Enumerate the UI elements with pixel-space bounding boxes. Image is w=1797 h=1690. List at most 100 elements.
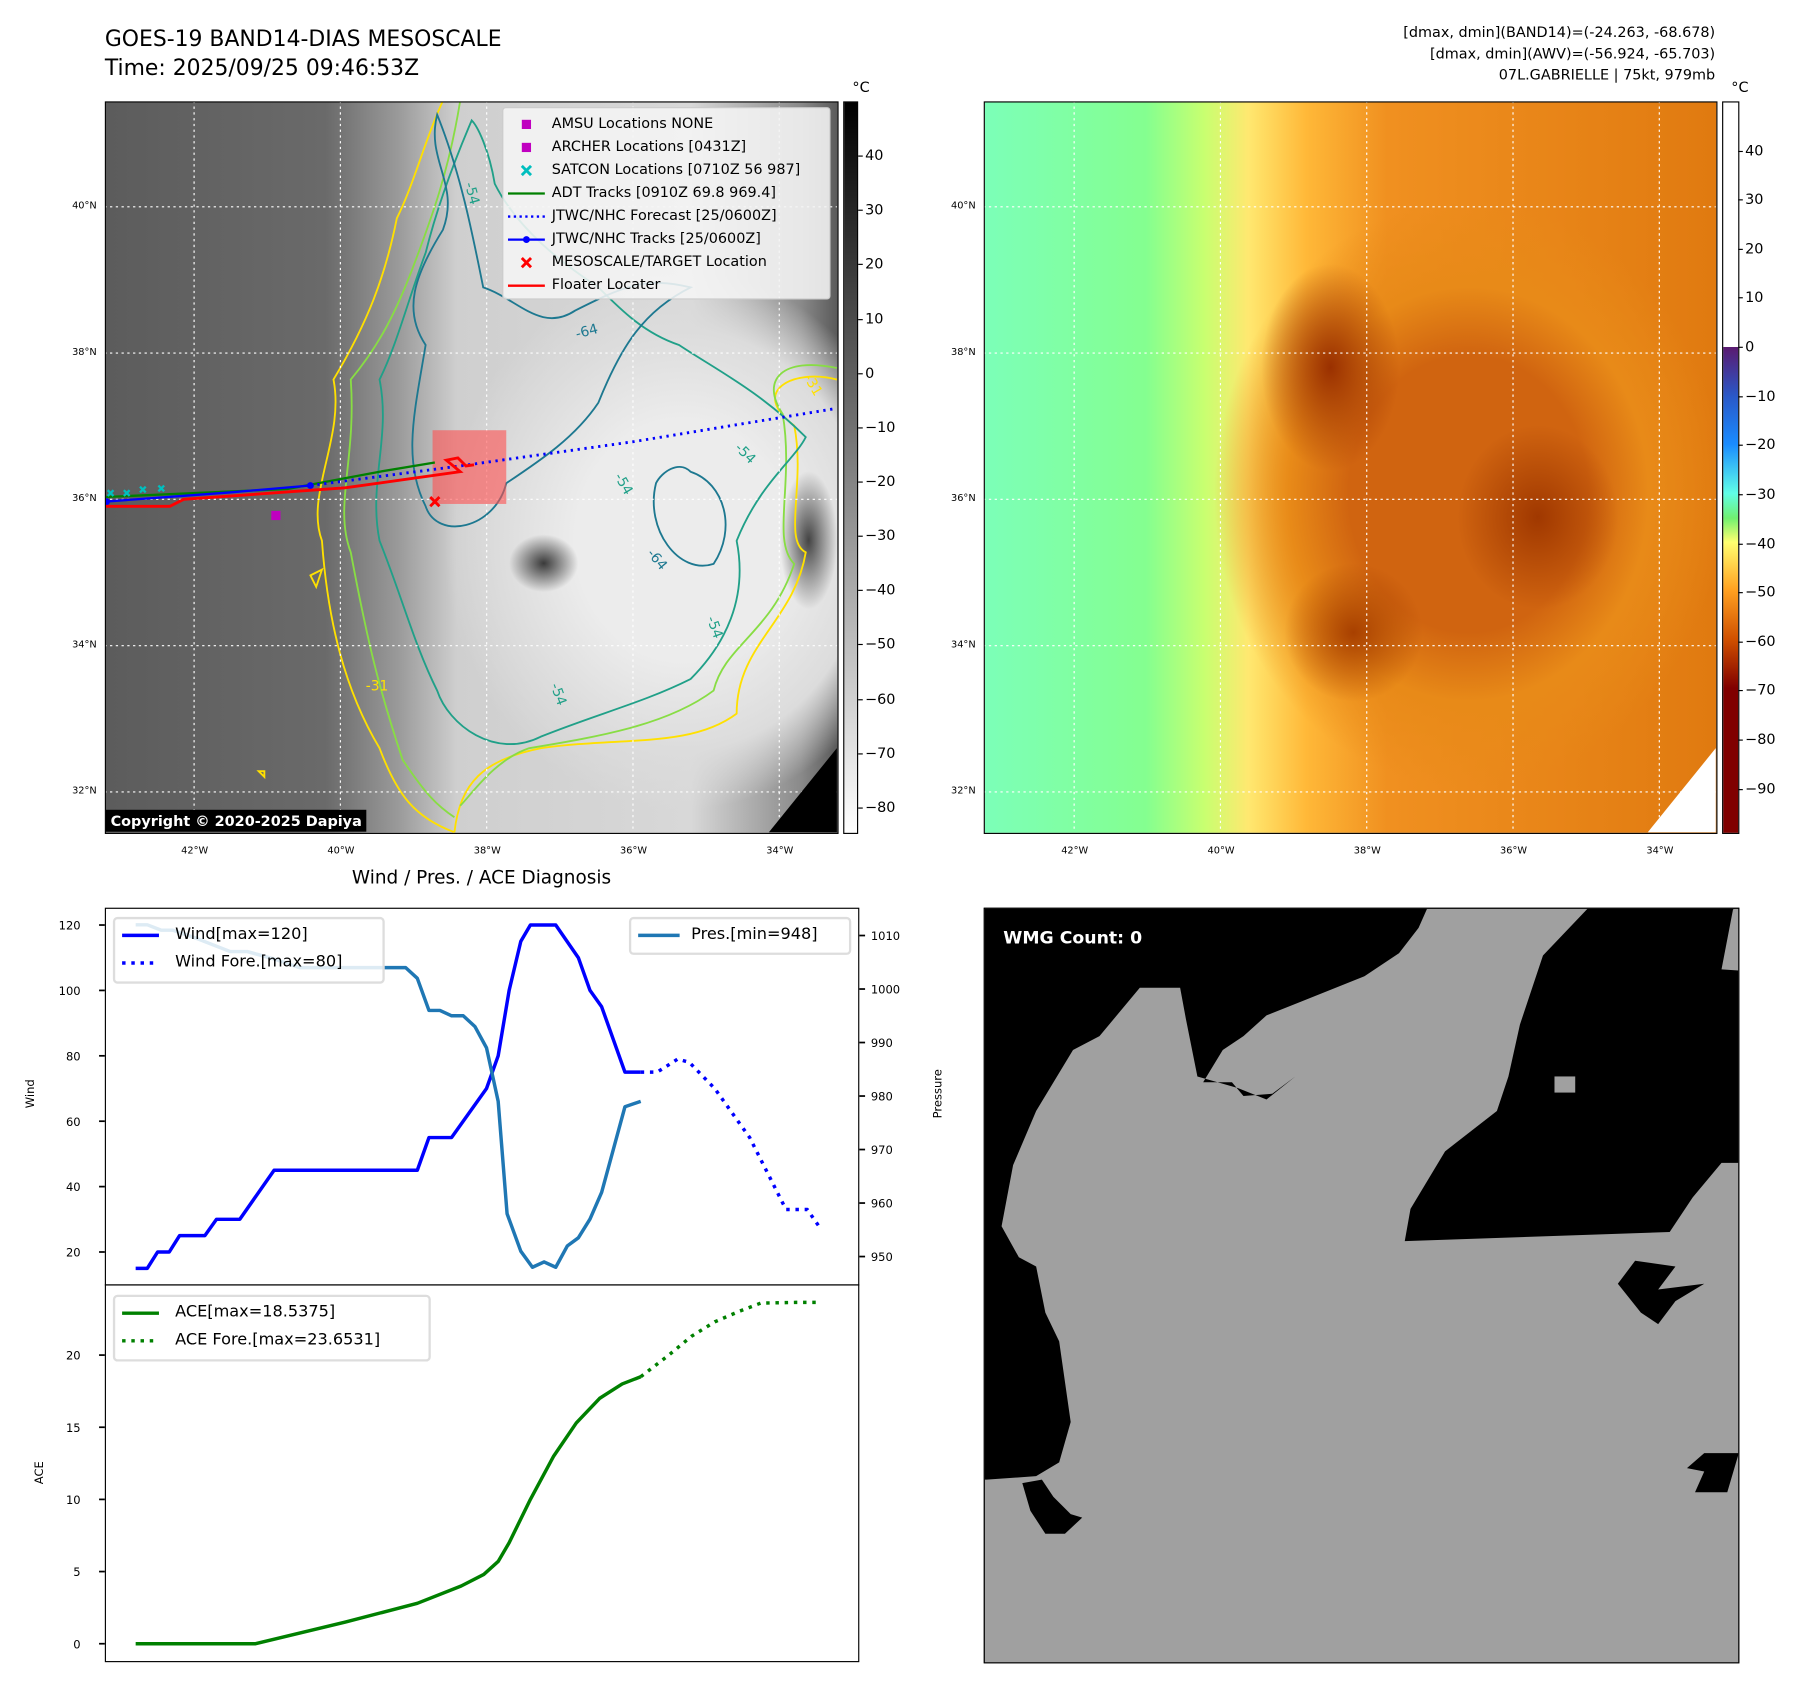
longitude-label: 34°W — [1646, 845, 1674, 858]
colorbar-tick-label: −10 — [858, 417, 896, 436]
colorbar1-unit: °C — [852, 78, 870, 96]
awv-range: [dmax, dmin](AWV)=(-56.924, -65.703) — [1429, 44, 1716, 62]
longitude-label: 38°W — [1353, 845, 1381, 858]
wmg-count-label: WMG Count: 0 — [1003, 927, 1143, 949]
awv-color-map — [983, 101, 1718, 834]
wmg-black-region — [1022, 1479, 1083, 1534]
colorbar-tick-label: 30 — [1738, 190, 1764, 208]
ace-legend-label: ACE[max=18.5375] — [175, 1302, 336, 1322]
wind-legend: Wind[max=120] Wind Fore.[max=80] — [112, 916, 385, 984]
jtwc-forecast-track — [310, 406, 838, 487]
legend-marker-icon — [507, 284, 545, 287]
legend-entry: ARCHER Locations [0431Z] — [503, 137, 829, 158]
contour-yellow — [256, 102, 838, 833]
contour-label: -64 — [574, 321, 600, 342]
legend-label: MESOSCALE/TARGET Location — [551, 252, 767, 270]
target-location-marker — [429, 496, 441, 508]
archer-location-marker — [271, 510, 281, 521]
map-legend: AMSU Locations NONE ARCHER Locations [043… — [502, 107, 831, 300]
latitude-label: 40°N — [72, 200, 97, 212]
legend-label: SATCON Locations [0710Z 56 987] — [551, 160, 801, 178]
contour-label: -31 — [366, 679, 389, 695]
colorbar-tick-label: −40 — [1738, 533, 1776, 552]
colorbar-tick-label: −20 — [1738, 435, 1776, 454]
mesoscale-target-box — [432, 430, 507, 504]
ace-forecast-series-line — [639, 1300, 821, 1379]
floater-locater-track — [105, 456, 475, 508]
colorbar-tick-label: −30 — [858, 526, 896, 544]
legend-label: JTWC/NHC Forecast [25/0600Z] — [551, 206, 777, 224]
legend-marker-icon — [521, 119, 532, 130]
colorbar-tick-label: 20 — [858, 255, 884, 273]
wind-forecast-series-line — [640, 1057, 823, 1231]
y-tick-label: 15 — [66, 1421, 81, 1435]
legend-entry: SATCON Locations [0710Z 56 987] — [503, 160, 829, 181]
colorbar-tick-label: 20 — [1738, 239, 1764, 257]
legend-entry: MESOSCALE/TARGET Location — [503, 252, 829, 273]
colorbar-tick-label: −90 — [1738, 779, 1776, 797]
colorbar-tick-label: −50 — [1738, 583, 1776, 601]
latitude-label: 32°N — [72, 785, 97, 798]
contour-teal-inner — [411, 111, 727, 567]
band14-ir-map: -64 -54 -54 -54 -64 -54 -54 -31 -31 AMSU… — [104, 101, 839, 834]
y2-tick-label: 960 — [871, 1197, 893, 1211]
legend-marker-icon — [521, 142, 532, 153]
pressure-legend: Pres.[min=948] — [628, 916, 852, 955]
colorbar-tick-label: −40 — [858, 580, 896, 599]
longitude-label: 42°W — [181, 845, 209, 858]
latitude-label: 32°N — [950, 785, 976, 798]
wind-legend-label: Wind[max=120] — [175, 924, 308, 944]
satcon-location-markers — [106, 484, 165, 497]
y-tick-label: 80 — [66, 1049, 81, 1063]
no-data-corner — [1647, 748, 1716, 833]
legend-label: AMSU Locations NONE — [551, 114, 714, 132]
y-tick-label: 100 — [59, 984, 81, 998]
awv-colorbar — [1722, 101, 1740, 834]
colorbar-tick-label: 40 — [858, 146, 884, 164]
legend-marker-icon — [507, 236, 545, 244]
legend-entry: Floater Locater — [503, 275, 829, 296]
ace-legend: ACE[max=18.5375] ACE Fore.[max=23.6531] — [112, 1294, 431, 1362]
legend-entry: AMSU Locations NONE — [503, 114, 829, 135]
latitude-label: 34°N — [72, 639, 97, 651]
wmg-black-region — [1404, 908, 1739, 1242]
legend-marker-icon — [520, 257, 533, 269]
diagnosis-chart-title: Wind / Pres. / ACE Diagnosis — [351, 866, 612, 889]
wmg-black-region — [984, 908, 1428, 1480]
wmg-black-region — [1617, 1260, 1705, 1325]
y-tick-label: 0 — [73, 1637, 80, 1651]
contour-label: -54 — [461, 181, 482, 207]
longitude-label: 40°W — [1207, 845, 1235, 858]
adt-track — [105, 461, 436, 499]
colorbar-tick-label: −80 — [1738, 730, 1776, 748]
timestamp: Time: 2025/09/25 09:46:53Z — [104, 55, 420, 81]
y-tick-label: 120 — [59, 919, 81, 933]
y2-tick-label: 1010 — [871, 929, 900, 943]
y-tick-label: 20 — [66, 1246, 81, 1260]
colorbar-tick-label: −30 — [1738, 484, 1776, 503]
colorbar-tick-label: −50 — [858, 635, 896, 653]
y-tick-label: 40 — [66, 1180, 81, 1194]
storm-stats: [dmax, dmin](BAND14)=(-24.263, -68.678) … — [1403, 22, 1715, 86]
wmg-panel: WMG Count: 0 — [983, 907, 1740, 1664]
y-tick-label: 5 — [73, 1565, 80, 1579]
longitude-label: 36°W — [620, 845, 648, 858]
wind-forecast-legend-label: Wind Fore.[max=80] — [175, 952, 343, 972]
longitude-label: 42°W — [1061, 845, 1089, 858]
y-tick-label: 60 — [66, 1115, 81, 1129]
y2-tick-label: 980 — [871, 1090, 893, 1104]
colorbar-tick-label: 40 — [1738, 141, 1764, 159]
colorbar-tick-label: −60 — [1738, 632, 1776, 650]
wmg-black-region — [1686, 1453, 1739, 1493]
colorbar-tick-label: 10 — [1738, 288, 1764, 306]
jtwc-track-point — [105, 498, 111, 506]
colorbar-tick-label: −10 — [1738, 386, 1776, 404]
longitude-label: 38°W — [473, 845, 501, 858]
pressure-legend-label: Pres.[min=948] — [691, 924, 818, 944]
legend-label: ARCHER Locations [0431Z] — [551, 137, 747, 155]
contour-label: -54 — [703, 614, 726, 641]
y2-tick-label: 1000 — [871, 983, 900, 997]
figure-title: GOES-19 BAND14-DIAS MESOSCALE Time: 2025… — [105, 25, 502, 83]
